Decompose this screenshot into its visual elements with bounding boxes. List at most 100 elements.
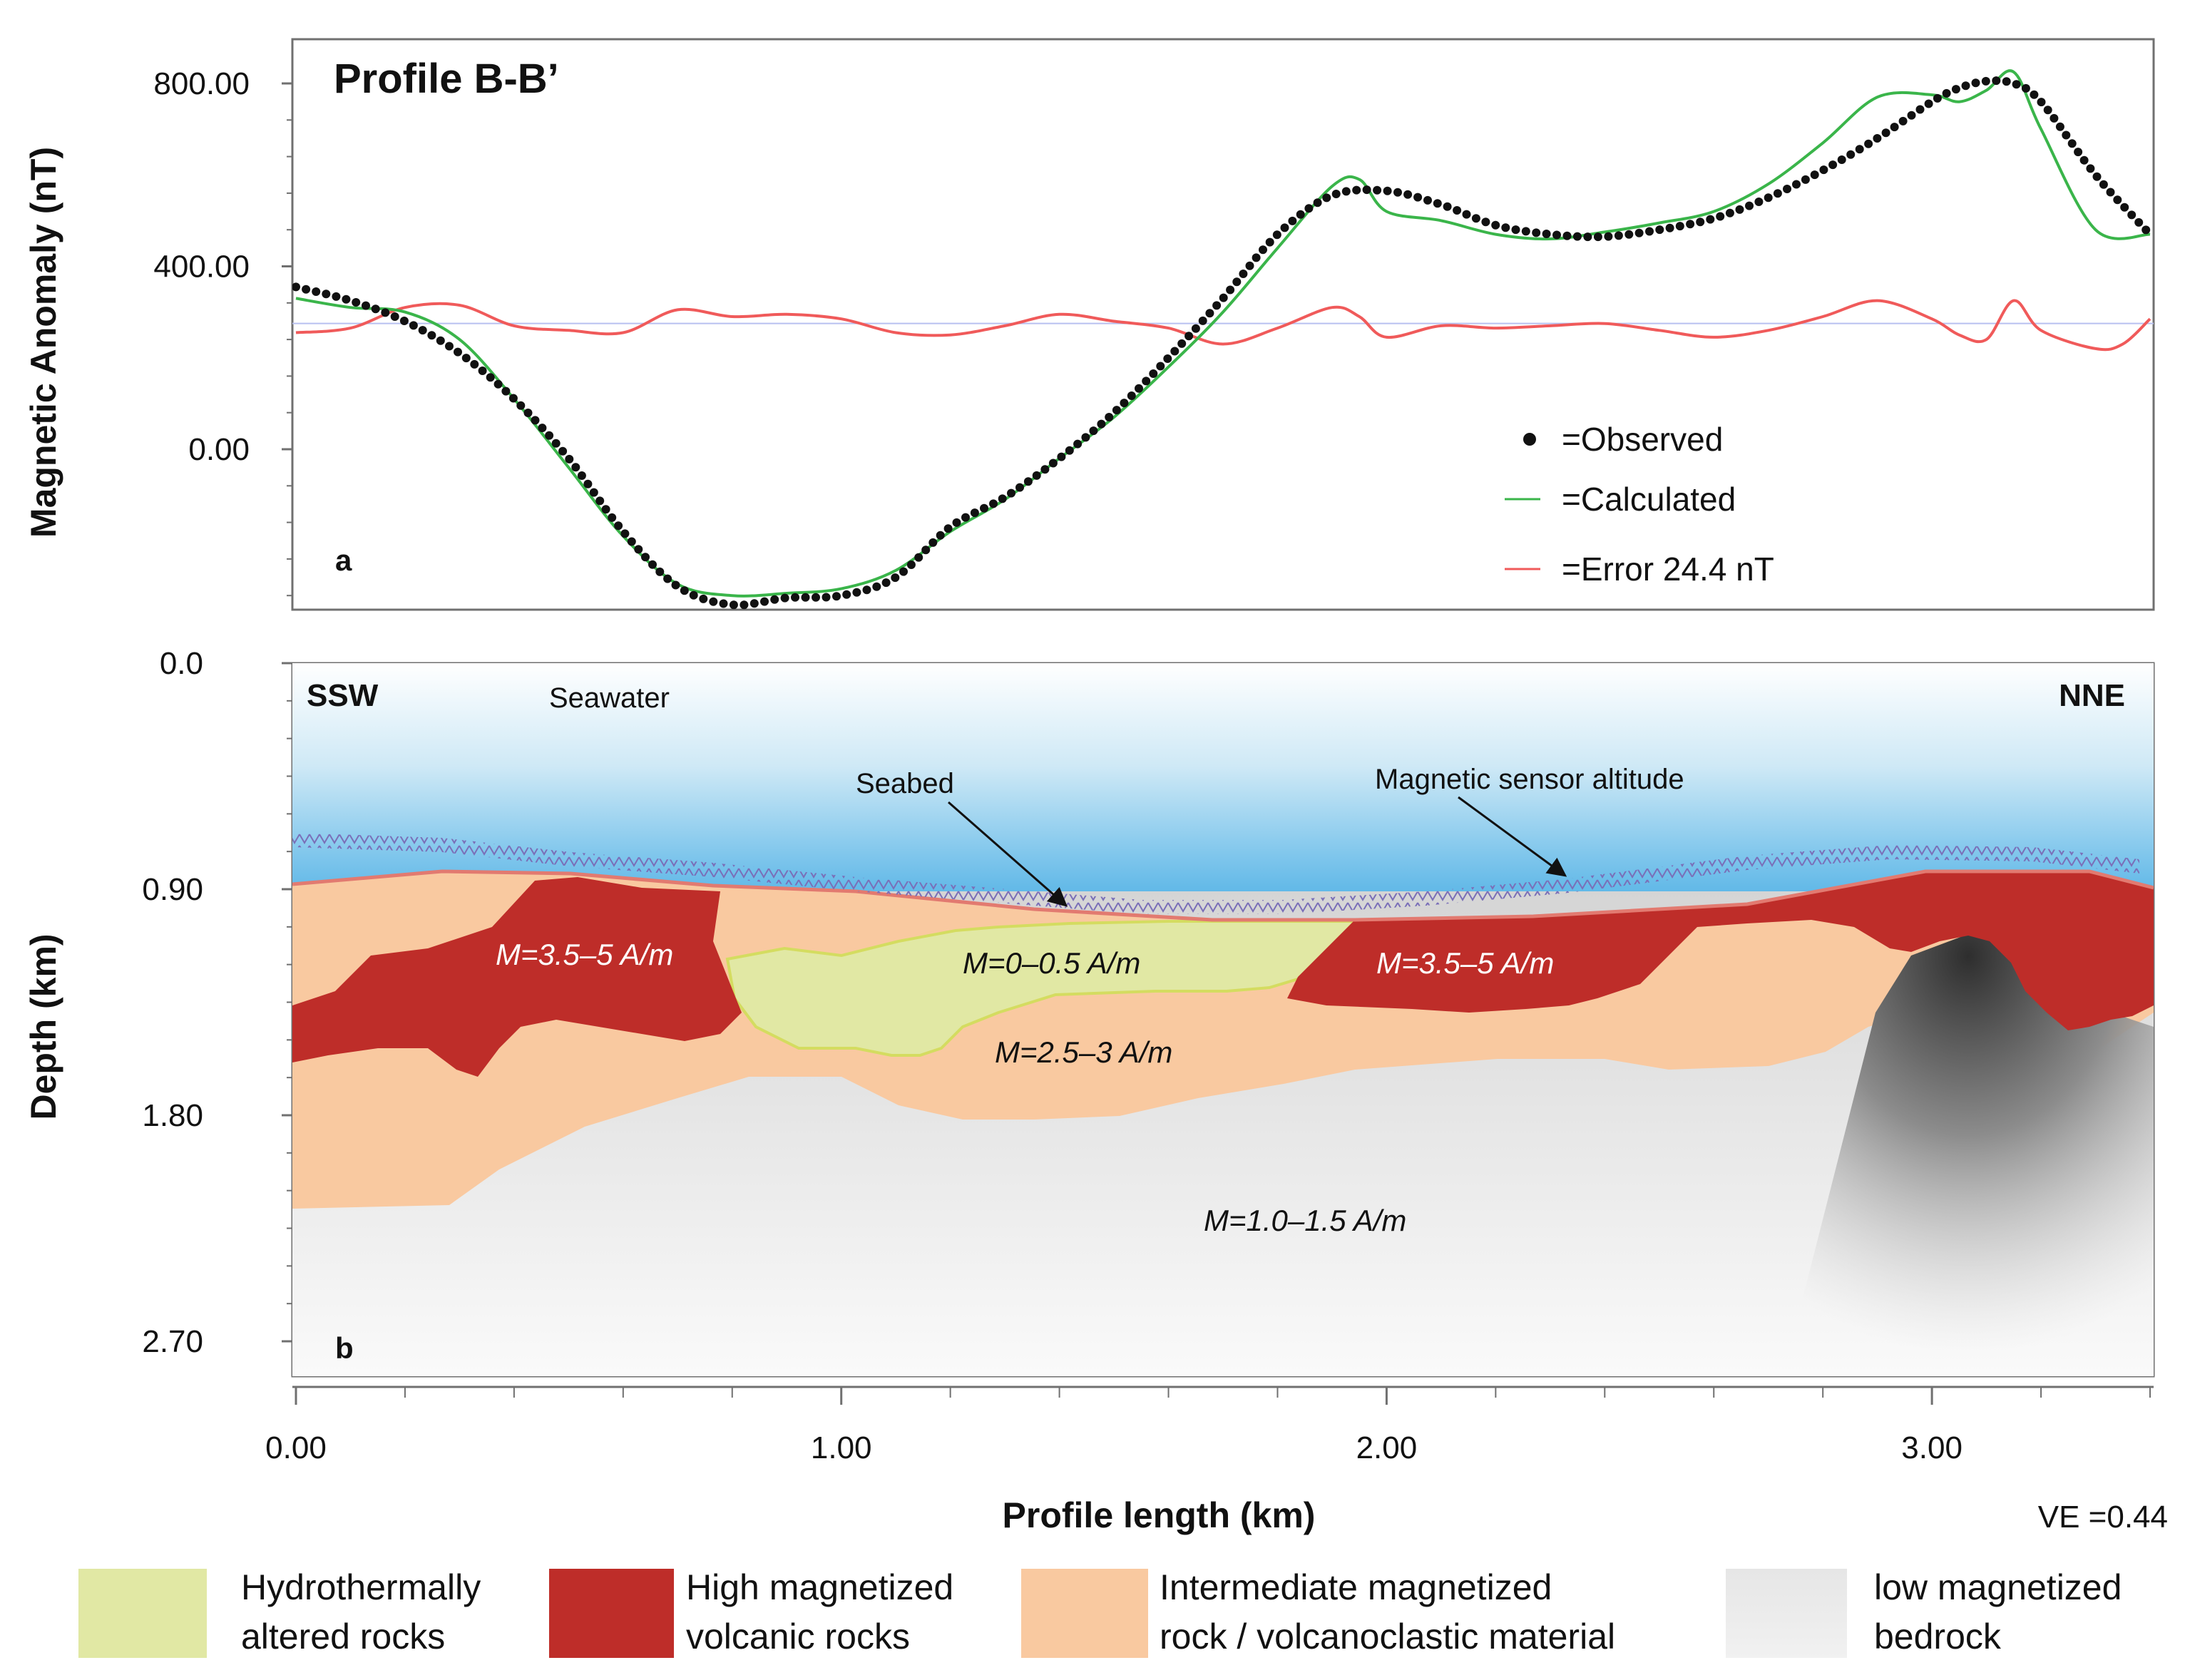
observed-point [1135,384,1143,393]
observed-point [881,578,891,588]
observed-point [501,386,511,396]
observed-point [381,308,390,317]
observed-point [1837,155,1846,164]
body-label-bedrock: M=1.0–1.5 A/m [1204,1204,1406,1237]
observed-point [1296,210,1305,219]
observed-point [1112,406,1121,415]
direction-right-label: NNE [2059,678,2125,713]
observed-point [1163,354,1172,363]
observed-point [1142,377,1151,386]
seawater-label: Seawater [549,682,670,714]
observed-point [1313,198,1322,208]
observed-point [641,553,650,562]
legend-text-hydrothermal-line1: Hydrothermally [241,1567,481,1607]
observed-point [634,545,643,554]
hydrothermal-body [725,920,1358,1057]
observed-point [1907,111,1916,120]
observed-point [558,446,568,456]
observed-point [899,567,908,576]
body-label-high-left: M=3.5–5 A/m [496,938,673,971]
observed-point [352,298,361,307]
observed-point [2113,195,2122,205]
observed-point [1961,81,1970,91]
observed-point [2106,188,2115,197]
observed-point [1232,277,1242,287]
observed-point [1023,477,1033,486]
observed-point [595,496,605,506]
observed-point [928,538,938,547]
observed-point [1754,198,1764,206]
observed-point [470,359,479,369]
observed-point [1665,223,1674,232]
observed-point [1675,222,1684,231]
observed-point [872,582,881,591]
observed-point [862,585,871,595]
seawater-zone [292,663,2154,920]
series-line-calculated [295,69,2151,598]
series-line-error [295,299,2151,352]
body-label-high-right: M=3.5–5 A/m [1376,946,1554,980]
legend-text-intermediate-line2: rock / volcanoclastic material [1160,1617,1615,1656]
observed-point [1280,223,1289,232]
observed-point [914,553,923,562]
panel-a-frame [291,38,2155,611]
panel-a-y-axis: 0.00 400.00 800.00 [153,66,292,597]
observed-point [921,546,931,555]
observed-point [312,287,321,296]
observed-point [1686,220,1695,229]
observed-point [531,416,540,425]
observed-point [1423,195,1432,205]
observed-point [891,573,900,583]
observed-point [371,304,380,314]
observed-point [399,317,409,325]
observed-point [1403,190,1413,199]
observed-point [589,488,598,497]
observed-point [1352,185,1361,195]
observed-point [1716,212,1725,221]
sensor-altitude-arrow [1458,796,1567,877]
observed-point [671,580,680,590]
observed-point [1501,223,1510,232]
observed-point [998,494,1007,503]
observed-point [1057,452,1066,461]
observed-point [486,373,495,382]
observed-point [1562,231,1572,240]
observed-point [1081,433,1090,442]
observed-point [2079,155,2089,165]
observed-point [1898,116,1908,126]
observed-point [936,531,945,540]
observed-point [1481,217,1490,227]
observed-point [760,597,769,606]
observed-point [699,594,708,603]
observed-point [583,479,593,488]
profile-title: Profile B-B’ [334,56,559,102]
observed-point [1933,93,1942,103]
observed-point [1773,189,1782,198]
observed-point [1212,301,1222,310]
observed-point [1971,78,1980,88]
observed-point [342,294,351,304]
y-tick-label-a: 800.00 [153,66,250,101]
observed-point [1413,193,1423,202]
y-axis-label-depth: Depth (km) [24,933,63,1120]
observed-point [2030,90,2039,99]
rock-legend: Hydrothermally altered rocks High magnet… [78,1567,2122,1658]
observed-point [332,292,341,301]
observed-point [832,592,841,601]
observed-point [1393,188,1402,197]
observed-point [729,600,738,610]
x-tick-label: 0.00 [265,1430,327,1465]
legend-text-high-line2: volcanic rocks [686,1617,910,1656]
observed-point [1864,139,1873,148]
observed-point [1453,206,1462,215]
observed-point [1198,316,1207,325]
observed-point [565,454,574,463]
observed-point [2043,106,2052,115]
body-label-hydrothermal: M=0–0.5 A/m [963,946,1140,980]
geology-layers [292,663,2154,1376]
legend-swatch-intermediate [1021,1569,1148,1658]
observed-point [719,599,728,608]
observed-point [1951,85,1960,94]
observed-point [1341,187,1351,196]
observed-point [1245,261,1254,270]
